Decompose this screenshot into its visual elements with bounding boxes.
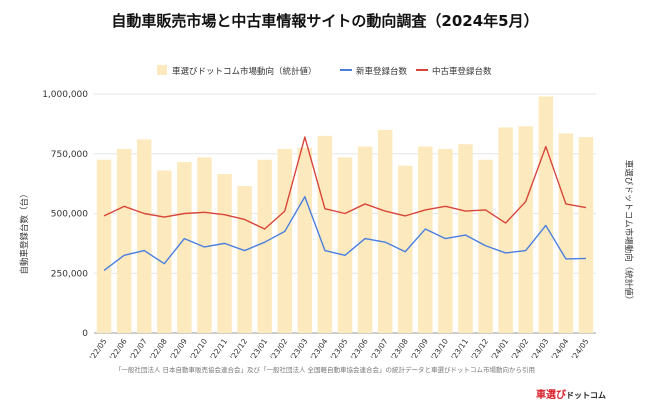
x-tick-label: '22/12 xyxy=(228,337,249,362)
x-tick-label: '23/01 xyxy=(248,337,269,362)
source-note: 「一般社団法人 日本自動車販売協会連合会」及び「一般社団法人 全国軽自動車協会連… xyxy=(114,366,536,374)
bar xyxy=(277,148,292,333)
x-tick-label: '23/02 xyxy=(268,337,289,362)
bar xyxy=(377,129,393,333)
x-tick-label: '24/01 xyxy=(489,337,510,362)
bar xyxy=(96,159,112,333)
bar xyxy=(317,135,333,333)
x-tick-label: '23/08 xyxy=(389,337,410,362)
y-ticks: 0 250,000 500,000 750,000 1,000,000 xyxy=(42,90,88,339)
x-tick-label: '23/10 xyxy=(429,337,450,362)
x-tick-label: '23/09 xyxy=(409,337,430,362)
chart-title: 自動車販売市場と中古車情報サイトの動向調査（2024年5月） xyxy=(111,12,539,30)
x-tick-label: '22/05 xyxy=(88,337,109,362)
bar xyxy=(498,127,513,334)
brand-name-part2: ドットコム xyxy=(566,391,606,400)
x-tick-label: '24/04 xyxy=(550,337,571,362)
bar xyxy=(558,133,574,333)
x-tick-label: '22/08 xyxy=(148,337,169,362)
bar xyxy=(257,159,272,333)
x-tick-label: '23/11 xyxy=(449,337,470,362)
bar xyxy=(157,170,172,333)
x-tick-label: '22/07 xyxy=(128,337,149,362)
x-tick-label: '24/05 xyxy=(570,337,591,362)
x-tick-label: '23/04 xyxy=(309,337,330,362)
y-tick-label: 250,000 xyxy=(51,269,88,279)
bar xyxy=(518,126,533,333)
y-tick-label: 500,000 xyxy=(51,210,88,220)
brand-logo: 車選びドットコム xyxy=(536,386,606,401)
y-axis-label: 自動車登録台数（台） xyxy=(19,189,30,274)
bar xyxy=(136,139,152,333)
x-tick-label: '22/11 xyxy=(208,337,229,362)
legend-label-used: 中古車登録台数 xyxy=(432,66,492,77)
x-tick-label: '22/06 xyxy=(108,337,129,362)
x-tick-label: '23/06 xyxy=(349,337,370,362)
bar xyxy=(297,147,313,333)
y2-axis-label: 車選びドットコム市場動向（統計値） xyxy=(623,160,634,305)
brand-name-part1: 車選び xyxy=(536,390,566,401)
y-tick-label: 750,000 xyxy=(51,150,88,160)
y-tick-label: 0 xyxy=(82,329,88,339)
bar xyxy=(538,96,554,333)
bar xyxy=(418,146,433,333)
bar xyxy=(578,137,594,333)
bar xyxy=(337,157,353,333)
bar-series xyxy=(96,96,594,334)
x-tick-label: '22/10 xyxy=(188,337,209,362)
x-tick-label: '24/02 xyxy=(509,337,530,362)
bar xyxy=(398,165,413,333)
bar xyxy=(237,186,252,333)
x-tick-label: '22/09 xyxy=(168,337,189,362)
bar xyxy=(177,162,192,333)
x-tick-label: '24/03 xyxy=(529,337,550,362)
x-tick-label: '23/07 xyxy=(369,337,390,362)
legend-label-new: 新車登録台数 xyxy=(356,66,408,77)
bar xyxy=(116,148,132,333)
used-registrations-line xyxy=(103,136,587,230)
x-tick-label: '23/05 xyxy=(329,337,350,362)
bar xyxy=(438,148,453,333)
legend: 車選びドットコム市場動向（統計値） 新車登録台数 中古車登録台数 xyxy=(157,65,492,77)
bar xyxy=(357,146,373,333)
legend-label-bar: 車選びドットコム市場動向（統計値） xyxy=(172,66,317,77)
line-series xyxy=(103,136,587,271)
bar xyxy=(217,174,232,333)
bar xyxy=(458,144,473,333)
bar xyxy=(197,157,212,333)
new-registrations-line xyxy=(103,196,586,271)
x-tick-label: '23/12 xyxy=(469,337,490,362)
y-tick-label: 1,000,000 xyxy=(42,90,88,100)
x-ticks: '22/05'22/06'22/07'22/08'22/09'22/10'22/… xyxy=(88,337,591,362)
legend-swatch-bar xyxy=(157,65,167,75)
x-tick-label: '23/03 xyxy=(289,337,310,362)
